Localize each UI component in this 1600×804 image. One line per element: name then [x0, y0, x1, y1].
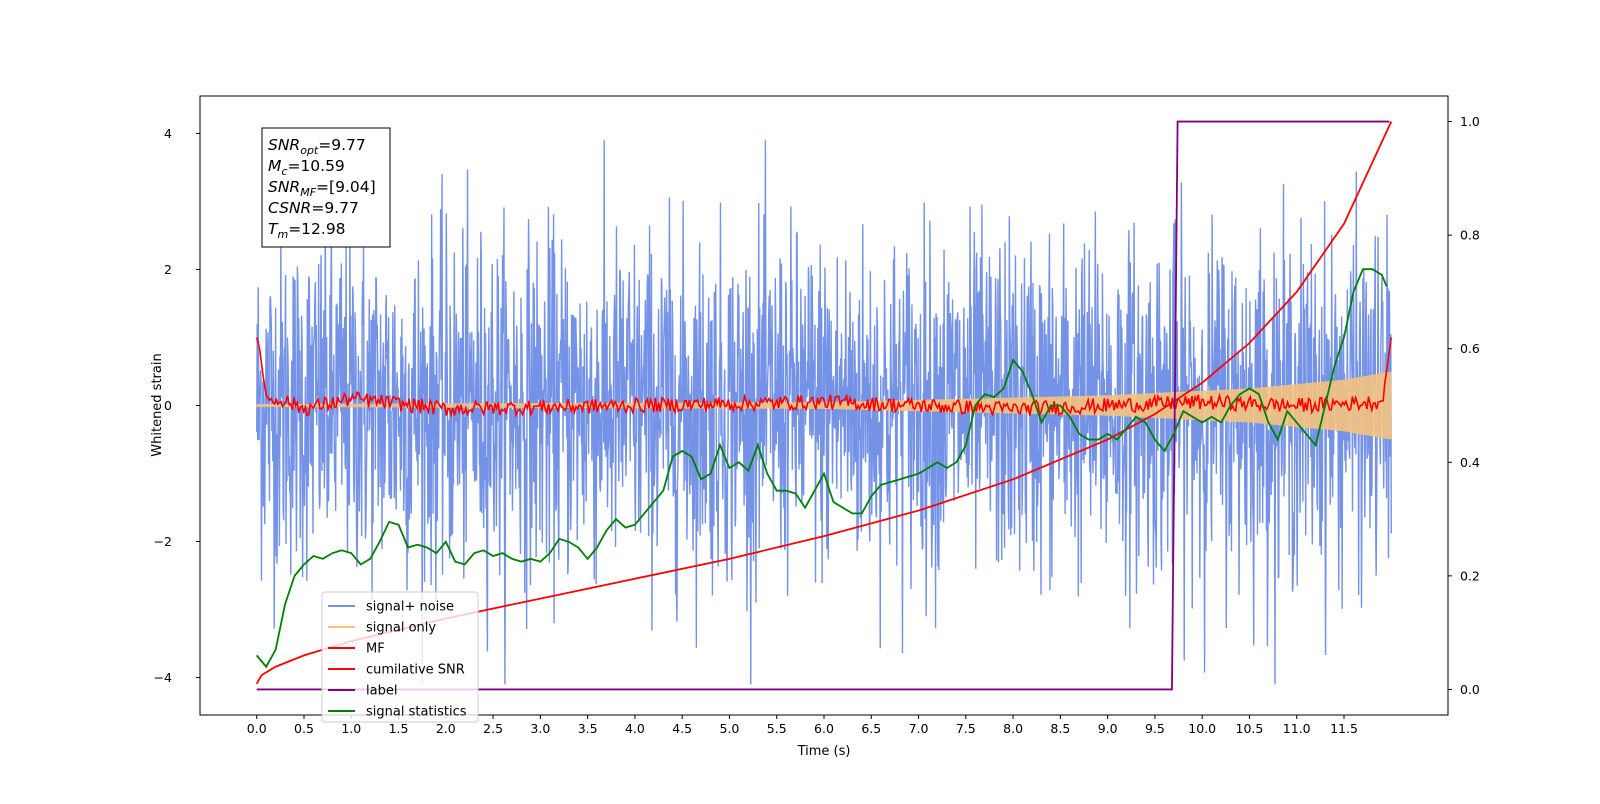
y-axis-label: Whitened strain — [150, 353, 165, 456]
series-line-signal-statistics — [256, 268, 1388, 669]
y-tick-label: 0 — [164, 398, 172, 413]
x-tick-label: 8.0 — [1003, 721, 1023, 736]
x-tick-label: 3.0 — [530, 721, 550, 736]
legend-label: signal only — [366, 621, 436, 636]
y2-tick-label: 1.0 — [1460, 114, 1480, 129]
y2-tick-label: 0.8 — [1460, 228, 1480, 243]
x-tick-label: 2.5 — [483, 721, 503, 736]
y-tick-label: −4 — [154, 670, 172, 685]
y-tick-label: 2 — [164, 262, 172, 277]
x-tick-label: 7.5 — [956, 721, 976, 736]
plot-area — [255, 120, 1393, 691]
x-tick-label: 10.5 — [1236, 721, 1264, 736]
legend-frame — [321, 591, 479, 723]
y-tick-label: −2 — [154, 534, 172, 549]
y2-tick-label: 0.2 — [1460, 568, 1480, 583]
x-tick-label: 5.0 — [720, 721, 740, 736]
x-tick-label: 11.5 — [1330, 721, 1358, 736]
legend-label: MF — [366, 642, 385, 657]
x-tick-label: 9.5 — [1145, 721, 1165, 736]
plot-frame — [199, 95, 1449, 716]
annotation-frame — [261, 127, 391, 248]
legend-label: signal statistics — [366, 705, 467, 720]
x-tick-label: 3.5 — [578, 721, 598, 736]
legend: signal+ noise signal only MF cumilative SNR… — [321, 591, 479, 723]
x-tick-label: 1.0 — [341, 721, 361, 736]
y2-tick-label: 0.6 — [1460, 341, 1480, 356]
x-tick-label: 0.5 — [294, 721, 314, 736]
y2-tick-label: 0.4 — [1460, 455, 1480, 470]
x-tick-label: 9.0 — [1098, 721, 1118, 736]
legend-label: label — [366, 684, 397, 699]
x-tick-label: 4.0 — [625, 721, 645, 736]
annotation-box: SNRopt=9.77Mc=10.59SNRMF=[9.04]CSNR=9.77… — [261, 127, 391, 248]
x-tick-label: 1.5 — [389, 721, 409, 736]
annotation-line: SNRopt=9.77 — [268, 136, 366, 157]
x-tick-label: 6.0 — [814, 721, 834, 736]
legend-label: signal+ noise — [366, 600, 454, 615]
x-tick-label: 7.0 — [909, 721, 929, 736]
x-tick-label: 2.0 — [436, 721, 456, 736]
series-line-mf — [255, 337, 1393, 419]
x-tick-label: 0.0 — [247, 721, 267, 736]
x-tick-label: 4.5 — [672, 721, 692, 736]
annotation-line: SNRMF=[9.04] — [268, 178, 376, 199]
x-tick-label: 6.5 — [861, 721, 881, 736]
x-axis-label: Time (s) — [797, 744, 851, 759]
x-tick-label: 5.5 — [767, 721, 787, 736]
x-tick-label: 10.0 — [1188, 721, 1216, 736]
series-line-cumilative-snr — [255, 121, 1393, 685]
annotation-line: Tm=12.98 — [268, 220, 346, 241]
series-line-label — [256, 120, 1390, 691]
y2-tick-label: 0.0 — [1460, 682, 1480, 697]
x-tick-label: 11.0 — [1283, 721, 1311, 736]
annotation-line: Mc=10.59 — [268, 157, 345, 178]
x-tick-label: 8.5 — [1050, 721, 1070, 736]
annotation-line: CSNR=9.77 — [268, 199, 359, 217]
legend-label: cumilative SNR — [366, 663, 465, 678]
y-tick-label: 4 — [164, 126, 172, 141]
axes: 0.0 0.5 1.0 1.5 2.0 2.5 3.0 3.5 4.0 4.5 5.0 5.5 6.0 6… — [154, 114, 1480, 736]
